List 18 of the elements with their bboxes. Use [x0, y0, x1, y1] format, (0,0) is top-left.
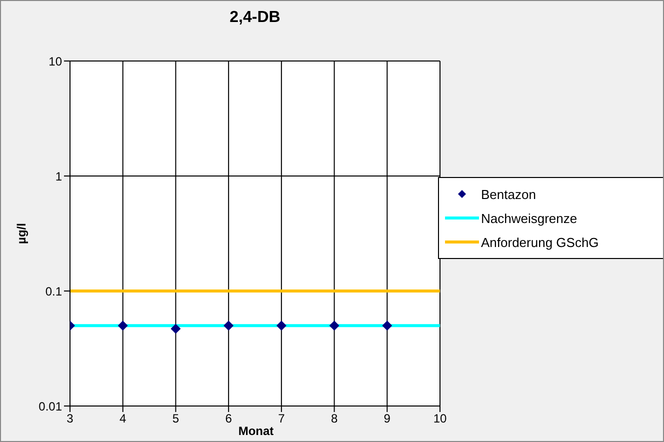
x-tick-label: 4	[120, 412, 127, 426]
chart-title: 2,4-DB	[228, 9, 282, 27]
x-tick-label: 3	[66, 412, 74, 426]
y-axis-title: µg/l	[14, 223, 28, 244]
x-axis-title: Monat	[237, 424, 275, 438]
y-tick-label: 1	[55, 169, 62, 184]
y-tick-label: 10	[48, 54, 62, 68]
x-tick-label: 6	[225, 412, 232, 426]
legend-label: Anforderung GSchG	[481, 234, 599, 250]
y-tick-label: 0.1	[45, 284, 62, 298]
legend-label: Bentazon	[481, 186, 536, 202]
legend-label: Nachweisgrenze	[481, 210, 578, 226]
x-tick-label: 9	[384, 412, 391, 426]
x-tick-label: 7	[278, 412, 286, 426]
x-tick-label: 5	[172, 412, 180, 426]
y-tick-label: 0.01	[38, 399, 62, 414]
x-tick-label: 8	[330, 412, 338, 426]
x-tick-label: 10	[433, 412, 447, 426]
